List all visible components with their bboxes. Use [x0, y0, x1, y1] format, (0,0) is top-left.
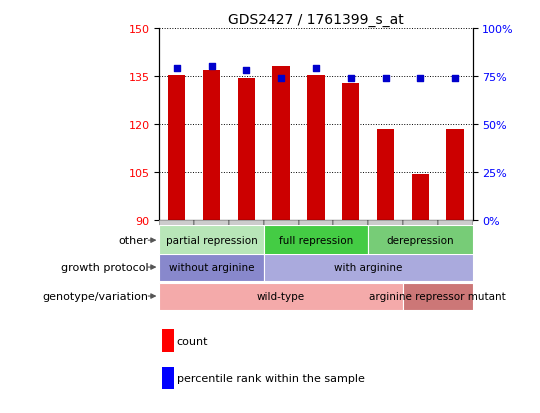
Bar — [368, 221, 403, 252]
Title: GDS2427 / 1761399_s_at: GDS2427 / 1761399_s_at — [228, 12, 404, 26]
Text: GSM106758: GSM106758 — [416, 225, 425, 280]
Point — [172, 66, 181, 73]
Point — [346, 76, 355, 82]
Bar — [368, 225, 472, 256]
Bar — [159, 225, 264, 256]
Bar — [272, 67, 290, 221]
Bar — [229, 221, 264, 252]
Point — [242, 68, 251, 74]
Text: growth protocol: growth protocol — [61, 262, 149, 273]
Bar — [168, 75, 185, 221]
Bar — [163, 367, 174, 389]
Bar — [403, 221, 438, 252]
Bar — [333, 221, 368, 252]
Text: GSM106752: GSM106752 — [242, 225, 251, 280]
Point — [381, 76, 390, 82]
Bar — [194, 221, 229, 252]
Text: GSM106751: GSM106751 — [207, 225, 216, 280]
Bar — [264, 254, 472, 281]
Bar — [438, 221, 472, 252]
Bar — [447, 130, 464, 221]
Text: wild-type: wild-type — [257, 291, 305, 301]
Text: GSM106757: GSM106757 — [381, 225, 390, 280]
Point — [277, 76, 286, 82]
Text: count: count — [177, 336, 208, 346]
Bar — [411, 175, 429, 221]
Bar — [159, 221, 194, 252]
Point — [416, 76, 424, 82]
Text: derepression: derepression — [387, 235, 454, 246]
Point — [312, 66, 320, 73]
Text: genotype/variation: genotype/variation — [43, 291, 148, 301]
Bar — [238, 78, 255, 221]
Text: other: other — [119, 235, 148, 246]
Text: percentile rank within the sample: percentile rank within the sample — [177, 373, 364, 383]
Point — [207, 64, 216, 71]
Bar — [264, 221, 299, 252]
Bar — [203, 71, 220, 221]
Text: GSM106755: GSM106755 — [312, 225, 320, 280]
Text: arginine repressor mutant: arginine repressor mutant — [369, 291, 506, 301]
Text: without arginine: without arginine — [168, 262, 254, 273]
Bar — [342, 83, 360, 221]
Bar — [299, 221, 333, 252]
Text: with arginine: with arginine — [334, 262, 402, 273]
Bar — [159, 283, 403, 310]
Text: GSM106756: GSM106756 — [346, 225, 355, 280]
Bar — [307, 75, 325, 221]
Text: partial repression: partial repression — [166, 235, 258, 246]
Point — [451, 76, 460, 82]
Bar — [159, 254, 264, 281]
Bar — [403, 283, 472, 310]
Text: GSM106753: GSM106753 — [276, 225, 286, 280]
Text: full repression: full repression — [279, 235, 353, 246]
Text: GSM106504: GSM106504 — [172, 225, 181, 280]
Text: GSM106759: GSM106759 — [450, 225, 460, 280]
Bar — [163, 330, 174, 352]
Bar — [264, 225, 368, 256]
Bar — [377, 130, 394, 221]
